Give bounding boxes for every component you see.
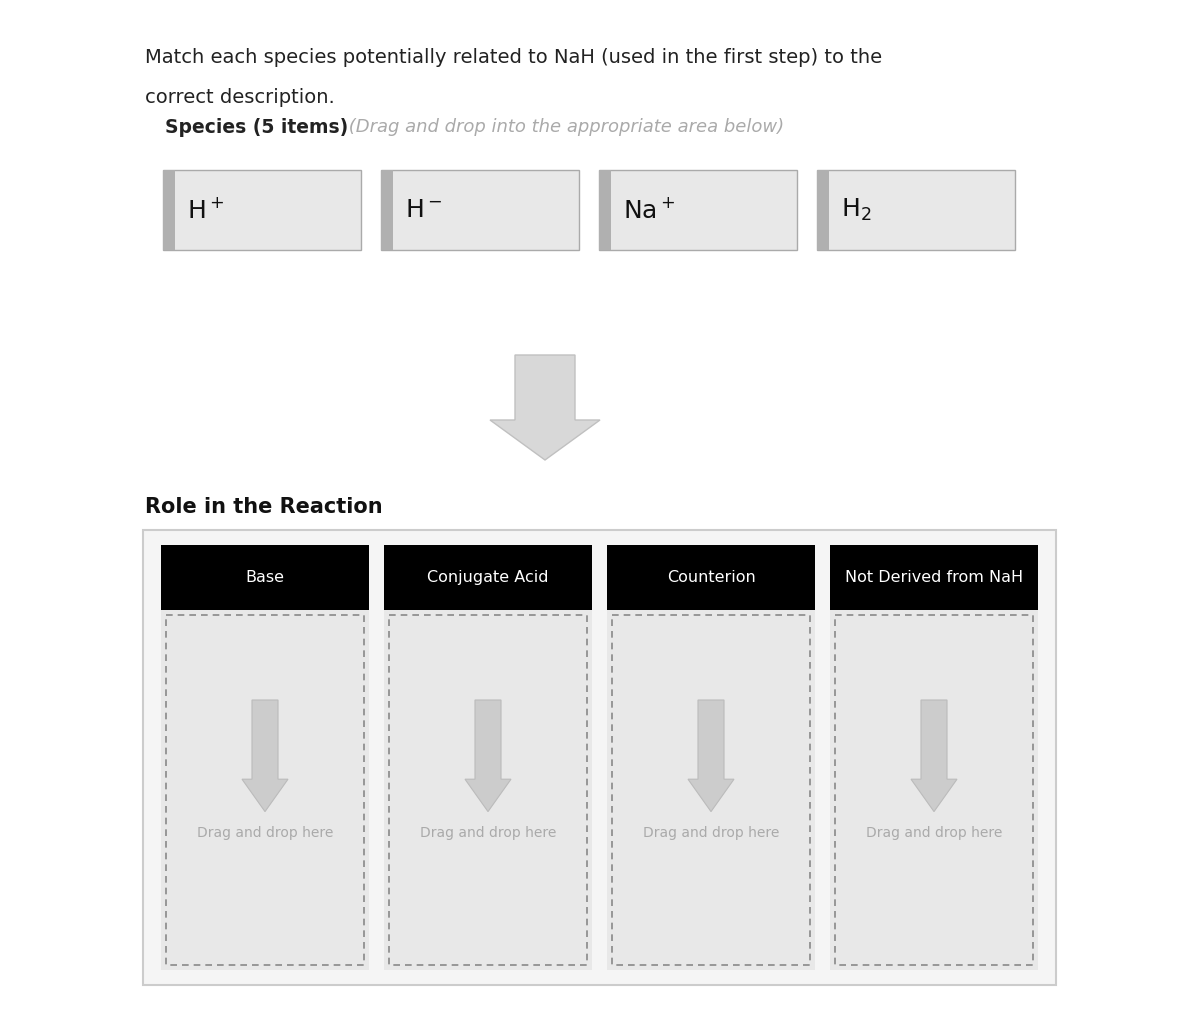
Text: Drag and drop here: Drag and drop here [643, 826, 779, 840]
Bar [382, 170, 580, 250]
Bar [382, 170, 394, 250]
Bar [384, 610, 592, 970]
Bar [817, 170, 1015, 250]
Text: $\mathregular{H^-}$: $\mathregular{H^-}$ [406, 198, 443, 222]
Text: correct description.: correct description. [145, 88, 335, 107]
Bar [166, 615, 364, 965]
Bar [607, 545, 815, 610]
Bar [163, 170, 361, 250]
Text: $\mathregular{Na^+}$: $\mathregular{Na^+}$ [623, 198, 676, 222]
Text: Drag and drop here: Drag and drop here [197, 826, 334, 840]
Polygon shape [490, 355, 600, 460]
Text: (Drag and drop into the appropriate area below): (Drag and drop into the appropriate area… [343, 118, 784, 136]
Text: Species (5 items): Species (5 items) [166, 118, 348, 137]
Bar [163, 170, 175, 250]
Bar [817, 170, 829, 250]
Polygon shape [466, 700, 511, 812]
Bar [830, 610, 1038, 970]
Polygon shape [688, 700, 734, 812]
Polygon shape [911, 700, 958, 812]
Polygon shape [242, 700, 288, 812]
Bar [835, 615, 1033, 965]
Bar [389, 615, 587, 965]
Bar [830, 545, 1038, 610]
Text: $\mathregular{H_2}$: $\mathregular{H_2}$ [841, 197, 871, 223]
Text: $\mathregular{H^+}$: $\mathregular{H^+}$ [187, 198, 224, 222]
Text: Not Derived from NaH: Not Derived from NaH [845, 570, 1024, 585]
Bar [612, 615, 810, 965]
Bar [599, 170, 611, 250]
Text: Role in the Reaction: Role in the Reaction [145, 497, 383, 517]
Text: Match each species potentially related to NaH (used in the first step) to the: Match each species potentially related t… [145, 48, 882, 67]
Bar [143, 530, 1056, 985]
Bar [161, 545, 370, 610]
Text: Conjugate Acid: Conjugate Acid [427, 570, 548, 585]
Text: Base: Base [246, 570, 284, 585]
Text: Drag and drop here: Drag and drop here [866, 826, 1002, 840]
Text: Counterion: Counterion [667, 570, 755, 585]
Bar [599, 170, 797, 250]
Text: Drag and drop here: Drag and drop here [420, 826, 556, 840]
Bar [384, 545, 592, 610]
Bar [607, 610, 815, 970]
Bar [161, 610, 370, 970]
